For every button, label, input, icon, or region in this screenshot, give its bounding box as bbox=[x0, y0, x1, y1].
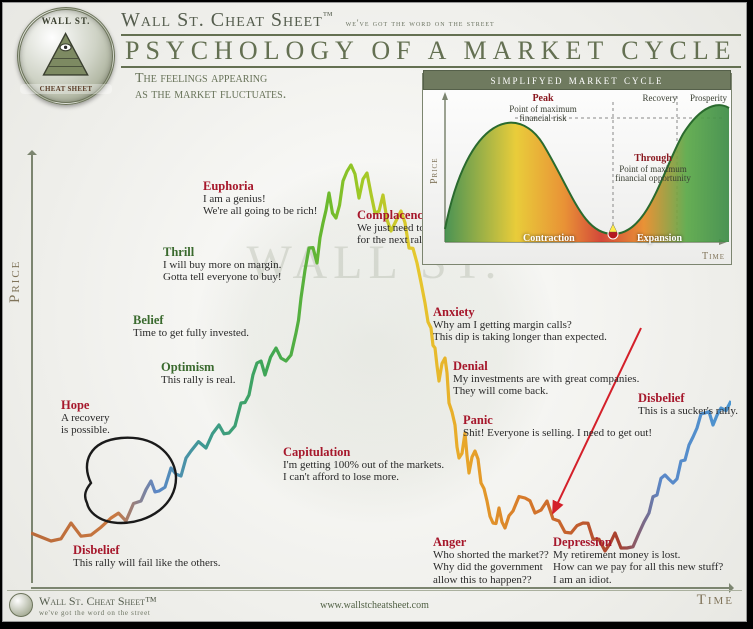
footer-url: www.wallstcheatsheet.com bbox=[320, 600, 429, 611]
phase-belief-desc: Time to get fully invested. bbox=[133, 327, 249, 339]
y-axis-label: Price bbox=[7, 260, 24, 303]
inset-recovery: Recovery bbox=[643, 94, 677, 103]
phase-anger-title: Anger bbox=[433, 535, 549, 549]
phase-denial: DenialMy investments are with great comp… bbox=[453, 359, 639, 398]
footer-tagline: we've got the word on the street bbox=[39, 609, 157, 617]
inset-prosperity: Prosperity bbox=[690, 94, 727, 103]
phase-optimism-title: Optimism bbox=[161, 360, 236, 374]
inset-peak-desc: Point of maximum financial risk bbox=[509, 104, 577, 123]
header-block: Wall St. Cheat Sheet™ we've got the word… bbox=[121, 9, 741, 68]
phase-disbelief2-desc: This is a sucker's rally. bbox=[638, 405, 738, 417]
subtitle-line1: The feelings appearing bbox=[135, 71, 267, 86]
inset-simplified-cycle: simplifyed market cycle Peak Point of ma… bbox=[422, 73, 732, 265]
phase-thrill-desc: I will buy more on margin. Gotta tell ev… bbox=[163, 259, 282, 283]
phase-depression-desc: My retirement money is lost. How can we … bbox=[553, 549, 723, 586]
phase-belief-title: Belief bbox=[133, 313, 249, 327]
phase-panic-desc: Shit! Everyone is selling. I need to get… bbox=[463, 427, 652, 439]
phase-capitulation: CapitulationI'm getting 100% out of the … bbox=[283, 445, 444, 484]
footer: Wall St. Cheat Sheet™ we've got the word… bbox=[7, 590, 742, 619]
phase-disbelief2: DisbeliefThis is a sucker's rally. bbox=[638, 391, 738, 417]
phase-euphoria-desc: I am a genius! We're all going to be ric… bbox=[203, 193, 317, 217]
phase-euphoria-title: Euphoria bbox=[203, 179, 317, 193]
phase-optimism-desc: This rally is real. bbox=[161, 374, 236, 386]
phase-disbelief1-desc: This rally will fail like the others. bbox=[73, 557, 221, 569]
phase-depression-title: Depression bbox=[553, 535, 723, 549]
phase-hope-title: Hope bbox=[61, 398, 110, 412]
footer-mini-logo-icon bbox=[9, 593, 33, 617]
phase-anger: AngerWho shorted the market?? Why did th… bbox=[433, 535, 549, 586]
phase-anxiety-title: Anxiety bbox=[433, 305, 607, 319]
subtitle-line2: as the market fluctuates. bbox=[135, 87, 286, 102]
phase-capitulation-desc: I'm getting 100% out of the markets. I c… bbox=[283, 459, 444, 483]
phase-disbelief1-title: Disbelief bbox=[73, 543, 221, 557]
phase-capitulation-title: Capitulation bbox=[283, 445, 444, 459]
infographic-stage: WALL ST. CHEAT SHEET Wall St. Cheat Shee… bbox=[2, 2, 747, 622]
pyramid-eye-icon bbox=[38, 28, 93, 83]
phase-hope: HopeA recovery is possible. bbox=[61, 398, 110, 437]
phase-denial-title: Denial bbox=[453, 359, 639, 373]
phase-disbelief1: DisbeliefThis rally will fail like the o… bbox=[73, 543, 221, 569]
logo-top-text: WALL ST. bbox=[20, 16, 112, 26]
phase-panic-title: Panic bbox=[463, 413, 652, 427]
brand-name: Wall St. Cheat Sheet bbox=[121, 9, 323, 31]
phase-anxiety-desc: Why am I getting margin calls? This dip … bbox=[433, 319, 607, 343]
phase-depression: DepressionMy retirement money is lost. H… bbox=[553, 535, 723, 586]
footer-brand: Wall St. Cheat Sheet bbox=[39, 594, 145, 608]
phase-euphoria: EuphoriaI am a genius! We're all going t… bbox=[203, 179, 317, 218]
inset-peak-label: Peak Point of maximum financial risk bbox=[483, 94, 603, 123]
inset-y-label: Price bbox=[429, 157, 440, 184]
main-title: PSYCHOLOGY OF A MARKET CYCLE bbox=[121, 34, 741, 68]
trademark: ™ bbox=[323, 10, 334, 21]
inset-trough-label: Through Point of maximum financial oppor… bbox=[593, 154, 713, 183]
phase-optimism: OptimismThis rally is real. bbox=[161, 360, 236, 386]
phase-denial-desc: My investments are with great companies.… bbox=[453, 373, 639, 397]
phase-hope-desc: A recovery is possible. bbox=[61, 412, 110, 436]
inset-x-label: Time bbox=[702, 251, 725, 262]
phase-thrill: ThrillI will buy more on margin. Gotta t… bbox=[163, 245, 282, 284]
brand-byline: we've got the word on the street bbox=[346, 18, 495, 28]
inset-expansion: Expansion bbox=[637, 233, 682, 244]
inset-trough-desc: Point of maximum financial opportunity bbox=[615, 164, 691, 183]
phase-anger-desc: Who shorted the market?? Why did the gov… bbox=[433, 549, 549, 586]
footer-tm: ™ bbox=[145, 594, 157, 608]
subtitle: The feelings appearing as the market flu… bbox=[135, 71, 286, 103]
inset-peak-title: Peak bbox=[532, 93, 553, 104]
logo-banner: CHEAT SHEET bbox=[20, 84, 112, 94]
phase-disbelief2-title: Disbelief bbox=[638, 391, 738, 405]
phase-belief: BeliefTime to get fully invested. bbox=[133, 313, 249, 339]
phase-anxiety: AnxietyWhy am I getting margin calls? Th… bbox=[433, 305, 607, 344]
inset-contraction: Contraction bbox=[523, 233, 575, 244]
brand-seal-logo: WALL ST. CHEAT SHEET bbox=[17, 7, 115, 105]
inset-trough-title: Through bbox=[634, 153, 672, 164]
phase-panic: PanicShit! Everyone is selling. I need t… bbox=[463, 413, 652, 439]
phase-thrill-title: Thrill bbox=[163, 245, 282, 259]
